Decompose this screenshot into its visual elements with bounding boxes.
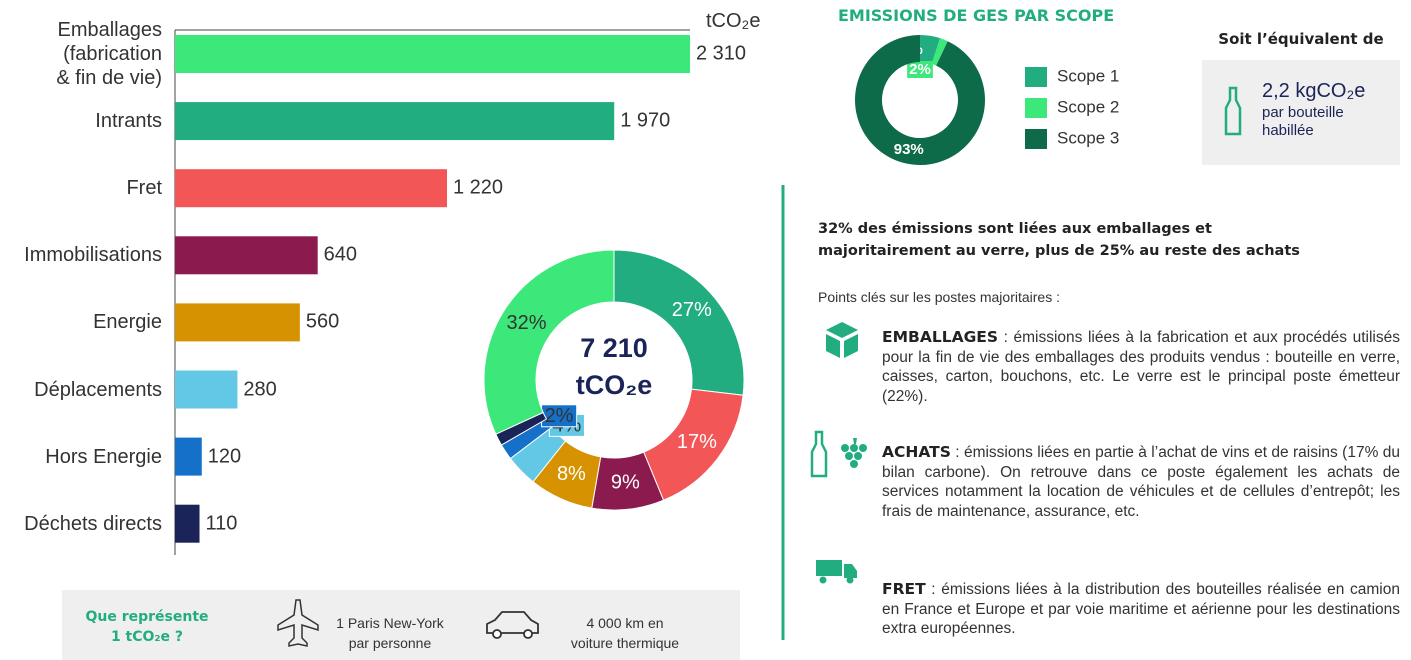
value-label: 9%: [611, 472, 640, 494]
wine-grape-icon: [810, 430, 867, 478]
summary-item: EMBALLAGES : émissions liées à la fabric…: [882, 328, 1400, 406]
value-label: 1 970: [620, 109, 671, 132]
bottle-icon: [1224, 86, 1242, 136]
plane-icon: [277, 599, 319, 647]
value-label: 280: [243, 378, 277, 400]
value-label: 1 220: [452, 176, 504, 199]
item-text: : émissions liées à la fabrication et au…: [882, 329, 1400, 405]
category-label: Emballages (fabrication & fin de vie): [56, 19, 162, 89]
item-title: FRET: [882, 580, 926, 598]
item-title: ACHATS: [882, 443, 951, 461]
bar: [175, 303, 300, 342]
value-label: 640: [323, 243, 358, 266]
equivalent-value: 2,2 kgCO₂e: [1262, 80, 1366, 102]
bar: [175, 102, 615, 141]
legend-label: Scope 1: [1057, 66, 1119, 85]
value-label: 17%: [677, 431, 717, 453]
donut-segment: [854, 35, 985, 165]
summary-heading: 32% des émissions sont liées aux emballa…: [818, 221, 1300, 259]
summary-item: ACHATS : émissions liées en partie à l’a…: [882, 443, 1400, 521]
donut-segment: [613, 249, 745, 396]
value-label: 110: [205, 512, 238, 535]
value-label: 27%: [672, 299, 712, 321]
item-text: : émissions liées en partie à l’achat de…: [882, 444, 1400, 520]
comparison-title: Que représente 1 tCO₂e ?: [85, 609, 209, 645]
value-label: 93%: [894, 141, 924, 158]
legend-swatch: [1025, 67, 1047, 87]
category-label: Déplacements: [34, 378, 162, 401]
value-label: 120: [207, 445, 242, 468]
comparison-box: [62, 590, 740, 660]
value-label: 560: [305, 310, 340, 333]
equivalent-title: Soit l’équivalent de: [1218, 30, 1384, 48]
value-label: 8%: [557, 463, 586, 485]
comparison-item: 4 000 km en voiture thermique: [570, 615, 680, 651]
category-label: Fret: [126, 177, 162, 200]
category-label: Déchets directs: [24, 512, 162, 535]
value-label: 32%: [506, 312, 546, 334]
comparison-item: 1 Paris New-York par personne: [336, 615, 444, 651]
bar: [175, 169, 447, 208]
equivalent-text: par bouteille habillée: [1262, 104, 1344, 139]
truck-icon: [816, 560, 857, 584]
donut-segment: [920, 35, 941, 64]
summary-item: FRET : émissions liées à la distribution…: [882, 580, 1400, 639]
scope-title: EMISSIONS DE GES PAR SCOPE: [838, 6, 1115, 25]
legend-swatch: [1025, 129, 1047, 149]
value-label: 2 310: [696, 42, 747, 65]
item-title: EMBALLAGES: [882, 328, 999, 346]
donut-segment: [931, 38, 948, 66]
bar: [175, 370, 238, 409]
legend-swatch: [1025, 98, 1047, 118]
bar: [175, 35, 690, 73]
value-label: 2%: [545, 405, 574, 427]
summary-intro: Points clés sur les postes majoritaires …: [818, 289, 1060, 305]
category-label: Hors Energie: [45, 445, 162, 468]
category-label: Immobilisations: [24, 244, 162, 267]
category-label: Intrants: [95, 110, 162, 133]
legend-label: Scope 2: [1057, 97, 1119, 116]
car-icon: [486, 611, 539, 639]
item-text: : émissions liées à la distribution des …: [882, 581, 1400, 637]
box-icon: [826, 322, 858, 358]
bar: [175, 504, 200, 543]
unit-label: tCO₂e: [706, 10, 761, 32]
donut-segment: [483, 249, 615, 435]
legend-label: Scope 3: [1057, 128, 1119, 147]
center-unit: tCO₂e: [576, 370, 653, 400]
equivalent-box: [1202, 60, 1400, 165]
category-label: Energie: [93, 311, 162, 334]
bar: [175, 236, 318, 275]
bar: [175, 437, 202, 476]
label-bg: [907, 60, 933, 78]
value-label: 2%: [909, 61, 931, 78]
center-value: 7 210: [580, 333, 648, 363]
